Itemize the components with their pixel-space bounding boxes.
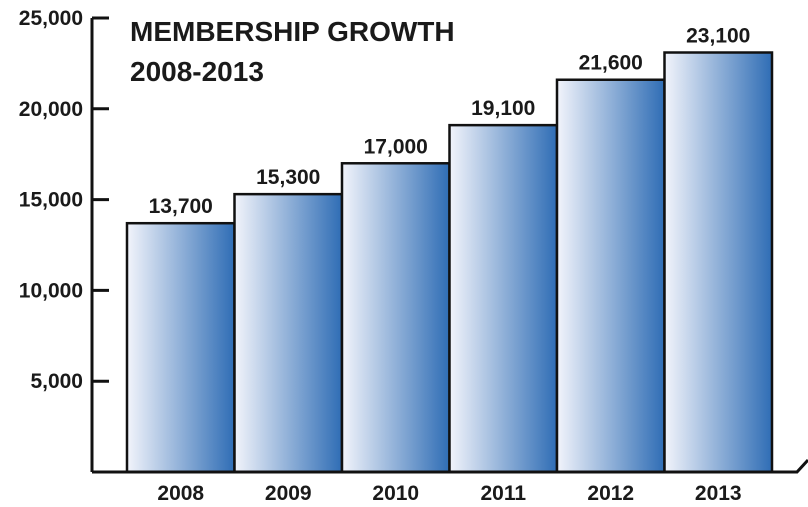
y-tick-label-25000: 25,000 bbox=[19, 7, 83, 30]
y-tick-label-10000: 10,000 bbox=[19, 279, 83, 302]
bar-2011 bbox=[448, 123, 559, 474]
y-tick-label-15000: 15,000 bbox=[19, 189, 83, 212]
x-tick-labels: 2008 2009 2010 2011 2012 2013 bbox=[157, 482, 741, 505]
value-label-2009: 15,300 bbox=[256, 166, 320, 189]
bar-2009 bbox=[233, 192, 344, 474]
value-labels: 13,700 15,300 17,000 19,100 21,600 23,100 bbox=[149, 25, 751, 219]
bar-2013 bbox=[663, 51, 774, 474]
x-axis-line bbox=[92, 458, 808, 474]
bar-2008 bbox=[125, 221, 236, 474]
value-label-2010: 17,000 bbox=[364, 135, 428, 158]
x-tick-label-2008: 2008 bbox=[157, 482, 204, 505]
value-label-2013: 23,100 bbox=[686, 25, 750, 48]
value-label-2011: 19,100 bbox=[471, 97, 535, 120]
value-label-2012: 21,600 bbox=[579, 52, 643, 75]
y-tick-label-20000: 20,000 bbox=[19, 98, 83, 121]
y-tick-label-5000: 5,000 bbox=[30, 370, 83, 393]
value-label-2008: 13,700 bbox=[149, 195, 213, 218]
x-tick-label-2011: 2011 bbox=[480, 482, 526, 505]
chart-title: MEMBERSHIP GROWTH bbox=[130, 16, 455, 47]
x-tick-label-2009: 2009 bbox=[265, 482, 312, 505]
y-ticks: 5,000 10,000 15,000 20,000 25,000 bbox=[19, 7, 109, 393]
x-tick-label-2013: 2013 bbox=[695, 482, 742, 505]
x-tick-label-2012: 2012 bbox=[587, 482, 634, 505]
bar-2012 bbox=[555, 78, 666, 474]
bars bbox=[125, 51, 774, 474]
chart-subtitle: 2008-2013 bbox=[130, 56, 264, 87]
axes bbox=[90, 18, 808, 474]
x-tick-label-2010: 2010 bbox=[372, 482, 419, 505]
bar-2010 bbox=[340, 162, 451, 474]
